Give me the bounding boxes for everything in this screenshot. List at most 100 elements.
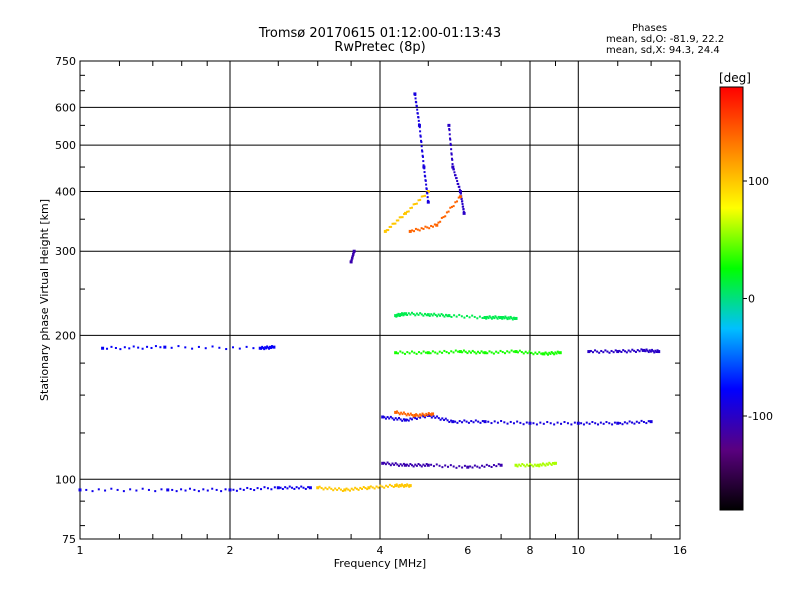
data-point bbox=[332, 489, 334, 491]
data-point bbox=[500, 420, 502, 422]
data-point bbox=[456, 316, 458, 318]
data-point bbox=[177, 345, 179, 347]
data-point bbox=[570, 423, 572, 425]
data-point bbox=[466, 421, 468, 423]
data-point bbox=[398, 486, 400, 488]
data-point bbox=[436, 415, 438, 417]
data-point bbox=[450, 350, 452, 352]
data-point bbox=[350, 261, 352, 263]
data-point bbox=[372, 486, 374, 488]
data-point bbox=[403, 486, 405, 488]
data-point bbox=[490, 422, 492, 424]
data-point bbox=[246, 487, 248, 489]
data-point bbox=[635, 351, 637, 353]
data-point bbox=[135, 490, 137, 492]
data-point bbox=[479, 352, 481, 354]
data-point bbox=[454, 421, 456, 423]
data-point bbox=[146, 346, 148, 348]
data-point bbox=[429, 315, 431, 317]
data-point bbox=[300, 486, 302, 488]
data-point bbox=[417, 229, 419, 231]
data-point bbox=[185, 490, 187, 492]
data-point bbox=[481, 317, 483, 319]
data-point bbox=[602, 351, 604, 353]
data-point bbox=[500, 350, 502, 352]
data-point bbox=[212, 345, 214, 347]
data-point bbox=[421, 465, 423, 467]
data-point bbox=[399, 350, 401, 352]
data-point bbox=[424, 465, 426, 467]
data-point bbox=[553, 353, 555, 355]
data-point bbox=[423, 350, 425, 352]
data-point bbox=[448, 421, 450, 423]
data-point bbox=[479, 467, 481, 469]
data-point bbox=[450, 144, 452, 146]
data-point bbox=[338, 487, 340, 489]
data-point bbox=[406, 314, 408, 316]
data-point bbox=[504, 352, 506, 354]
data-point bbox=[657, 350, 660, 353]
data-point bbox=[218, 347, 220, 349]
data-point bbox=[198, 346, 200, 348]
data-point bbox=[150, 347, 152, 349]
data-point bbox=[110, 346, 112, 348]
data-point bbox=[650, 420, 653, 423]
data-point bbox=[137, 347, 139, 349]
data-point bbox=[142, 348, 144, 350]
data-point bbox=[424, 415, 426, 417]
x-axis-label: Frequency [MHz] bbox=[334, 557, 426, 570]
data-point bbox=[129, 488, 131, 490]
data-point bbox=[298, 487, 300, 489]
data-point bbox=[457, 183, 459, 185]
data-point bbox=[488, 465, 490, 467]
data-point bbox=[416, 109, 418, 111]
data-point bbox=[459, 195, 462, 198]
data-point bbox=[397, 352, 399, 354]
y-tick-label: 200 bbox=[55, 329, 76, 342]
data-point bbox=[229, 488, 232, 491]
data-point bbox=[416, 418, 418, 420]
data-point bbox=[405, 485, 407, 487]
data-point bbox=[594, 349, 596, 351]
data-point bbox=[421, 145, 423, 147]
data-point bbox=[549, 353, 551, 355]
x-tick-label: 8 bbox=[527, 544, 534, 557]
data-point bbox=[475, 352, 477, 354]
data-point bbox=[463, 419, 465, 421]
y-tick-label: 75 bbox=[62, 533, 76, 546]
data-point bbox=[439, 221, 441, 223]
data-point bbox=[483, 466, 485, 468]
data-point bbox=[432, 350, 434, 352]
data-point bbox=[205, 347, 207, 349]
data-point bbox=[417, 116, 419, 118]
data-point bbox=[133, 345, 135, 347]
data-point bbox=[528, 465, 530, 467]
data-point bbox=[430, 464, 432, 466]
data-point bbox=[476, 466, 478, 468]
data-point bbox=[463, 317, 465, 319]
data-point bbox=[494, 420, 496, 422]
data-point bbox=[655, 351, 657, 353]
data-point bbox=[426, 226, 428, 228]
data-point bbox=[455, 350, 457, 352]
y-tick-label: 500 bbox=[55, 139, 76, 152]
data-point bbox=[484, 351, 487, 354]
data-point bbox=[557, 422, 559, 424]
data-point bbox=[424, 175, 426, 177]
data-point bbox=[586, 422, 588, 424]
data-point bbox=[529, 422, 532, 425]
data-point bbox=[534, 352, 536, 354]
data-point bbox=[377, 487, 379, 489]
data-point bbox=[455, 467, 457, 469]
data-point bbox=[465, 351, 467, 353]
data-point bbox=[474, 316, 476, 318]
data-point bbox=[359, 487, 361, 489]
data-point bbox=[416, 203, 418, 205]
data-point bbox=[447, 419, 449, 421]
data-point bbox=[525, 351, 527, 353]
data-point bbox=[415, 97, 417, 99]
data-point bbox=[608, 352, 610, 354]
data-point bbox=[354, 487, 356, 489]
data-point bbox=[364, 487, 366, 489]
data-point bbox=[431, 412, 434, 415]
